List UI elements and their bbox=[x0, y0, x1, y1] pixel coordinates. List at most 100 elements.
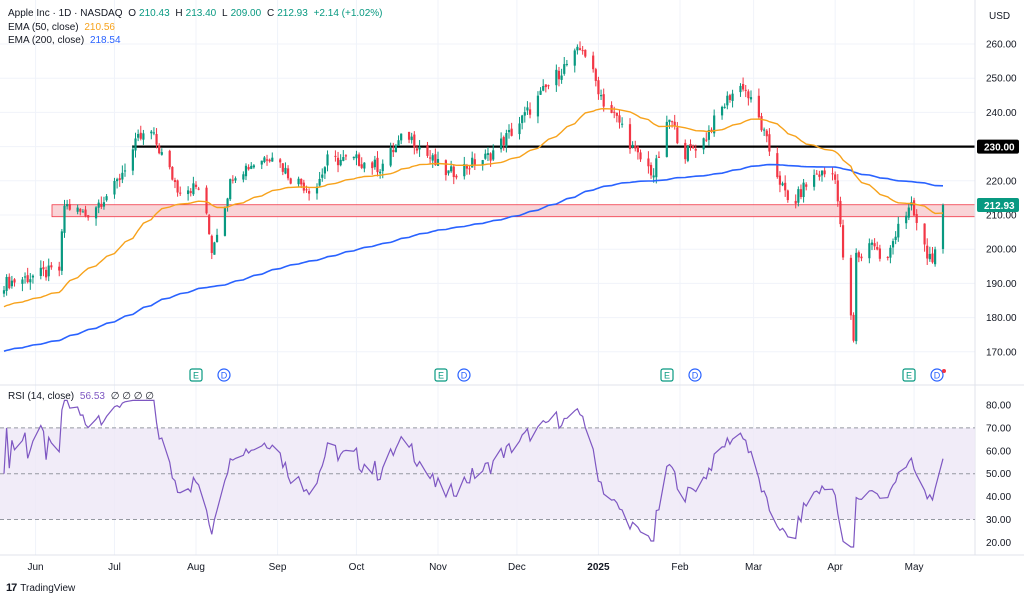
price-legend: Apple Inc · 1D · NASDAQ O 210.43 H 213.40 … bbox=[8, 8, 386, 20]
price-tick-label: 260.00 bbox=[986, 40, 1017, 51]
candle-body bbox=[602, 94, 605, 107]
ema50-value: 210.56 bbox=[84, 22, 115, 33]
candle-body bbox=[426, 144, 429, 156]
ema200-legend[interactable]: EMA (200, close) 218.54 bbox=[8, 35, 124, 47]
candle-body bbox=[560, 75, 563, 80]
rsi-tick-label: 40.00 bbox=[986, 492, 1011, 503]
event-label: E bbox=[193, 371, 199, 381]
candle-body bbox=[526, 107, 529, 111]
event-label: D bbox=[692, 371, 699, 381]
rsi-legend[interactable]: RSI (14, close) 56.53 ∅ ∅ ∅ ∅ bbox=[8, 391, 157, 403]
candle-body bbox=[926, 245, 929, 259]
candle-body bbox=[23, 276, 27, 278]
tradingview-brand[interactable]: 17 TradingView bbox=[6, 582, 75, 594]
candle-body bbox=[597, 80, 600, 95]
candle-body bbox=[802, 182, 805, 198]
candle-body bbox=[297, 178, 300, 185]
candle-body bbox=[263, 157, 266, 163]
price-tick-label: 240.00 bbox=[986, 108, 1017, 119]
rsi-tick-label: 30.00 bbox=[986, 515, 1011, 526]
candle-body bbox=[300, 178, 303, 185]
candle-body bbox=[286, 168, 290, 179]
candle-body bbox=[250, 165, 253, 169]
candle-body bbox=[60, 231, 63, 271]
candle-body bbox=[10, 280, 13, 287]
candle-body bbox=[897, 223, 900, 238]
candle-body bbox=[820, 170, 824, 176]
candle-body bbox=[197, 188, 200, 190]
candle-body bbox=[118, 178, 121, 180]
candle-body bbox=[876, 246, 879, 250]
candle-body bbox=[813, 174, 816, 187]
candle-body bbox=[376, 157, 379, 173]
ema50-line bbox=[3, 107, 944, 308]
ema50-legend[interactable]: EMA (50, close) 210.56 bbox=[8, 22, 118, 34]
candle-body bbox=[360, 164, 363, 168]
candle-body bbox=[139, 132, 142, 139]
candle-body bbox=[176, 180, 179, 193]
candle-body bbox=[815, 173, 818, 175]
candle-body bbox=[831, 173, 834, 175]
symbol-title[interactable]: Apple Inc · 1D · NASDAQ bbox=[8, 8, 123, 19]
candle-body bbox=[484, 153, 487, 159]
time-tick-label: Dec bbox=[508, 562, 526, 573]
candle-body bbox=[242, 174, 245, 180]
dividend-event-icon bbox=[688, 368, 702, 382]
candle-body bbox=[684, 142, 687, 160]
candle-body bbox=[673, 121, 676, 127]
low-label: L bbox=[222, 8, 228, 19]
candle-body bbox=[489, 153, 492, 161]
candle-body bbox=[63, 205, 66, 233]
candle-body bbox=[142, 133, 145, 140]
event-label: D bbox=[221, 371, 228, 381]
candle-body bbox=[100, 203, 103, 207]
candle-body bbox=[113, 181, 116, 195]
candle-body bbox=[226, 198, 229, 208]
candle-body bbox=[97, 202, 100, 208]
candle-body bbox=[668, 119, 671, 123]
candle-body bbox=[760, 116, 763, 131]
candle-body bbox=[123, 170, 127, 172]
candle-body bbox=[584, 49, 587, 57]
candle-body bbox=[676, 127, 679, 144]
candle-body bbox=[868, 243, 871, 259]
candle-body bbox=[13, 279, 16, 283]
close-label: C bbox=[266, 8, 275, 19]
candle-body bbox=[410, 136, 413, 141]
candle-body bbox=[463, 163, 466, 177]
candle-body bbox=[652, 175, 655, 178]
candle-body bbox=[576, 46, 579, 51]
candle-body bbox=[342, 157, 345, 161]
rsi-tick-label: 80.00 bbox=[986, 401, 1011, 412]
candle-body bbox=[42, 267, 45, 270]
candle-body bbox=[834, 174, 837, 180]
candle-body bbox=[786, 190, 789, 201]
candle-body bbox=[50, 265, 53, 268]
candle-body bbox=[268, 159, 271, 162]
price-tick-label: 190.00 bbox=[986, 279, 1017, 290]
candle-body bbox=[66, 204, 69, 207]
earnings-event-icon bbox=[434, 368, 448, 382]
candle-body bbox=[473, 159, 476, 166]
candle-body bbox=[21, 279, 24, 284]
candle-body bbox=[355, 154, 358, 159]
event-label: E bbox=[438, 371, 444, 381]
price-tick-label: 200.00 bbox=[986, 245, 1017, 256]
candle-body bbox=[210, 235, 213, 253]
currency-label: USD bbox=[989, 11, 1010, 22]
open-label: O bbox=[128, 8, 137, 19]
brand-label: TradingView bbox=[20, 582, 76, 594]
candle-body bbox=[8, 276, 11, 289]
candle-body bbox=[87, 215, 90, 218]
candle-body bbox=[615, 112, 618, 116]
candle-body bbox=[205, 187, 208, 214]
candle-body bbox=[649, 164, 653, 176]
resistance-price-label: 230.00 bbox=[984, 143, 1015, 154]
candles bbox=[2, 41, 945, 345]
candle-body bbox=[231, 179, 234, 181]
candle-body bbox=[452, 166, 455, 178]
high-value: 213.40 bbox=[185, 8, 217, 19]
candle-body bbox=[44, 269, 48, 278]
candle-body bbox=[891, 241, 895, 248]
